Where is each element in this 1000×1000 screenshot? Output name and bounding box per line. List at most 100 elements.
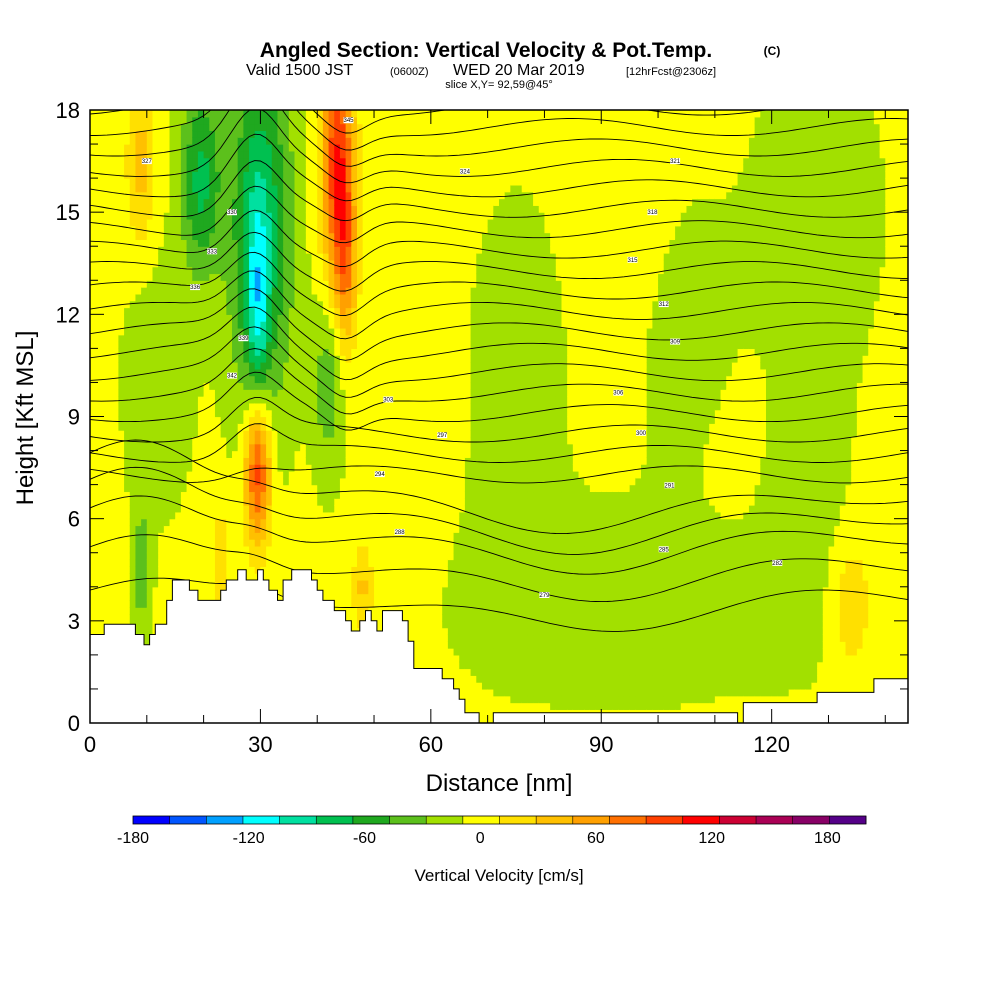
velocity-cell: [237, 511, 244, 520]
velocity-cell: [294, 184, 301, 193]
velocity-cell: [362, 137, 369, 145]
velocity-cell: [129, 382, 137, 390]
velocity-cell: [266, 484, 273, 493]
velocity-cell: [328, 144, 335, 152]
velocity-cell: [203, 559, 210, 567]
velocity-cell: [152, 300, 159, 309]
velocity-cell: [237, 314, 244, 322]
velocity-cell: [260, 287, 267, 295]
velocity-cell: [277, 191, 284, 200]
velocity-cell: [220, 552, 227, 561]
velocity-cell: [146, 232, 154, 241]
velocity-cell: [152, 280, 159, 288]
velocity-cell: [220, 178, 227, 186]
velocity-cell: [101, 123, 108, 132]
velocity-cell: [317, 498, 324, 506]
velocity-cell: [249, 130, 256, 138]
velocity-cell: [294, 430, 301, 438]
velocity-cell: [163, 423, 171, 431]
velocity-cell: [391, 593, 398, 601]
velocity-cell: [243, 300, 250, 309]
velocity-cell: [237, 355, 244, 363]
velocity-cell: [254, 321, 262, 329]
velocity-cell: [197, 137, 205, 145]
velocity-cell: [107, 307, 114, 315]
velocity-cell: [124, 518, 131, 527]
velocity-cell: [277, 110, 284, 118]
velocity-cell: [95, 218, 102, 227]
velocity-cell: [385, 457, 392, 465]
velocity-cell: [192, 205, 199, 213]
velocity-cell: [192, 327, 199, 336]
velocity-cell: [351, 443, 358, 452]
velocity-cell: [90, 253, 97, 261]
velocity-cell: [220, 423, 227, 431]
velocity-cell: [220, 430, 227, 438]
velocity-cell: [300, 436, 307, 445]
velocity-cell: [146, 116, 154, 125]
velocity-cell: [362, 484, 369, 493]
velocity-cell: [112, 362, 119, 370]
velocity-cell: [197, 273, 205, 281]
velocity-cell: [334, 205, 341, 213]
velocity-cell: [203, 525, 210, 533]
velocity-cell: [90, 423, 97, 431]
velocity-cell: [209, 239, 216, 247]
velocity-cell: [260, 443, 267, 452]
velocity-cell: [118, 586, 125, 595]
velocity-cell: [368, 266, 375, 275]
velocity-cell: [277, 573, 284, 581]
velocity-cell: [254, 293, 262, 302]
velocity-cell: [271, 518, 279, 527]
velocity-cell: [237, 171, 244, 179]
velocity-cell: [260, 518, 267, 527]
velocity-cell: [243, 518, 250, 527]
velocity-cell: [396, 375, 404, 384]
velocity-cell: [158, 368, 165, 377]
velocity-cell: [118, 293, 125, 302]
velocity-cell: [345, 225, 352, 234]
velocity-cell: [368, 586, 375, 595]
velocity-cell: [283, 293, 290, 302]
velocity-cell: [317, 450, 324, 458]
velocity-cell: [107, 321, 114, 329]
velocity-cell: [118, 593, 125, 601]
velocity-cell: [334, 518, 341, 527]
velocity-cell: [124, 253, 131, 261]
velocity-cell: [101, 130, 108, 138]
velocity-cell: [385, 416, 392, 424]
velocity-cell: [345, 280, 352, 288]
velocity-cell: [95, 607, 102, 615]
velocity-cell: [232, 273, 239, 281]
velocity-cell: [305, 171, 313, 179]
velocity-cell: [277, 559, 284, 567]
velocity-cell: [146, 579, 154, 588]
velocity-cell: [294, 273, 301, 281]
velocity-cell: [356, 382, 364, 390]
velocity-cell: [266, 491, 273, 499]
velocity-cell: [203, 123, 210, 132]
velocity-cell: [220, 171, 227, 179]
velocity-cell: [186, 511, 193, 520]
velocity-cell: [339, 443, 347, 452]
velocity-cell: [197, 178, 205, 186]
velocity-cell: [112, 287, 119, 295]
velocity-cell: [379, 348, 386, 356]
velocity-cell: [135, 110, 142, 118]
velocity-cell: [214, 464, 222, 472]
velocity-cell: [226, 368, 233, 377]
velocity-cell: [300, 280, 307, 288]
velocity-cell: [283, 137, 290, 145]
velocity-cell: [311, 123, 318, 132]
velocity-cell: [288, 457, 296, 465]
velocity-cell: [129, 232, 137, 241]
velocity-cell: [107, 116, 114, 125]
velocity-cell: [277, 416, 284, 424]
velocity-cell: [356, 300, 364, 309]
velocity-cell: [305, 552, 313, 561]
velocity-cell: [254, 246, 262, 254]
velocity-cell: [305, 484, 313, 493]
velocity-cell: [95, 600, 102, 608]
velocity-cell: [260, 505, 267, 513]
velocity-cell: [163, 157, 171, 166]
